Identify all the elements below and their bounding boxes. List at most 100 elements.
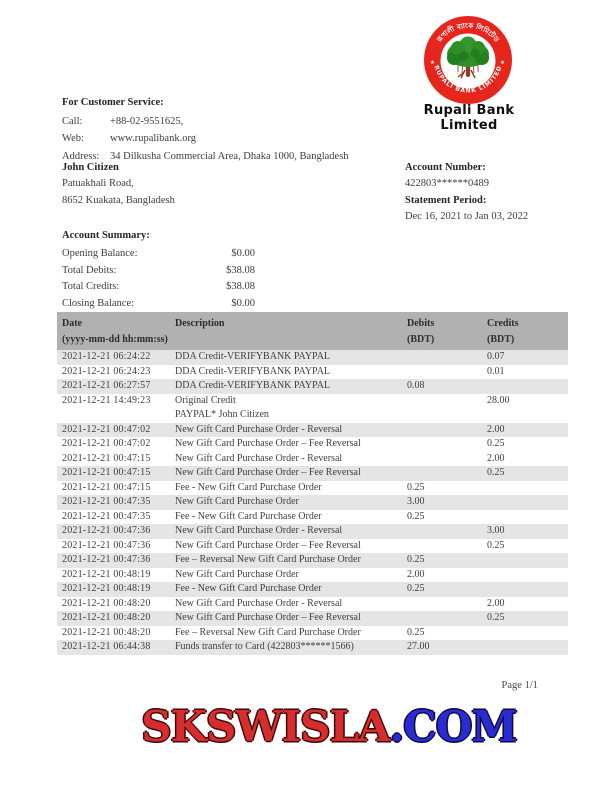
transaction-description: New Gift Card Purchase Order – Fee Rever…	[175, 438, 361, 449]
transaction-date: 2021-12-21 00:47:02	[62, 423, 151, 435]
customer-block: John Citizen Patuakhali Road, 8652 Kuaka…	[62, 160, 362, 209]
transaction-description: Funds transfer to Card (422803******1566…	[175, 641, 354, 652]
summary-row-closing: Closing Balance: $0.00	[62, 296, 255, 313]
transaction-description: New Gift Card Purchase Order - Reversal	[175, 452, 343, 464]
transaction-description: Fee – Reversal New Gift Card Purchase Or…	[175, 626, 361, 638]
transaction-date: 2021-12-21 00:47:35	[62, 510, 151, 522]
total-debits-value: $38.08	[226, 264, 255, 276]
transaction-debit: 0.25	[407, 583, 425, 594]
transaction-row: 2021-12-21 14:49:23 Original Credit PAYPA…	[57, 394, 568, 423]
transaction-credit: 0.25	[487, 612, 505, 623]
transaction-description: New Gift Card Purchase Order	[175, 568, 299, 580]
transaction-credit: 0.01	[487, 365, 505, 377]
transaction-debit: 3.00	[407, 496, 425, 507]
transaction-credit: 0.25	[487, 539, 505, 551]
transaction-row: 2021-12-21 00:48:19 Fee - New Gift Card …	[57, 582, 568, 597]
transaction-debit: 2.00	[407, 568, 425, 580]
transaction-date: 2021-12-21 00:47:36	[62, 539, 151, 551]
transaction-row: 2021-12-21 00:47:15 New Gift Card Purcha…	[57, 466, 568, 481]
watermark-red-text: SKSWISLA	[141, 702, 390, 751]
transactions-body: 2021-12-21 06:24:22 DDA Credit-VERIFYBAN…	[57, 350, 568, 655]
call-value: +88-02-9551625,	[110, 116, 184, 127]
address-value: 34 Dilkusha Commercial Area, Dhaka 1000,…	[110, 150, 349, 162]
transaction-debit	[407, 350, 487, 365]
date-column-header: Date (yyyy-mm-dd hh:mm:ss)	[62, 318, 168, 345]
transaction-row: 2021-12-21 00:47:36 New Gift Card Purcha…	[57, 524, 568, 539]
transaction-credit	[487, 582, 568, 597]
transaction-credit: 28.00	[487, 394, 510, 406]
transaction-row: 2021-12-21 00:47:15 New Gift Card Purcha…	[57, 452, 568, 467]
transaction-date: 2021-12-21 00:47:36	[62, 554, 151, 565]
transaction-debit	[407, 466, 487, 481]
transaction-description: New Gift Card Purchase Order – Fee Rever…	[175, 612, 361, 623]
account-number-value: 422803******0489	[405, 178, 489, 190]
contact-row-call: Call: +88-02-9551625,	[62, 113, 392, 130]
account-summary-heading: Account Summary:	[62, 230, 150, 241]
transaction-debit	[407, 611, 487, 626]
transaction-debit	[407, 365, 487, 380]
transaction-description: New Gift Card Purchase Order - Reversal	[175, 423, 343, 435]
watermark-blue-text: .COM	[389, 702, 518, 751]
transaction-debit: 0.08	[407, 380, 425, 391]
account-info-block: Account Number: 422803******0489 Stateme…	[405, 160, 595, 226]
transaction-row: 2021-12-21 00:47:36 Fee – Reversal New G…	[57, 553, 568, 568]
transaction-credit	[487, 626, 568, 641]
transaction-description: Original Credit PAYPAL* John Citizen	[175, 394, 269, 421]
transaction-row: 2021-12-21 00:48:20 New Gift Card Purcha…	[57, 611, 568, 626]
transaction-description: New Gift Card Purchase Order	[175, 496, 299, 507]
transaction-debit: 0.25	[407, 626, 425, 638]
transaction-description: DDA Credit-VERIFYBANK PAYPAL	[175, 351, 331, 362]
transaction-debit: 0.25	[407, 510, 425, 522]
closing-balance-label: Closing Balance:	[62, 297, 135, 309]
transaction-credit	[487, 379, 568, 394]
transaction-row: 2021-12-21 00:47:35 New Gift Card Purcha…	[57, 495, 568, 510]
customer-service-block: For Customer Service: Call: +88-02-95516…	[62, 95, 392, 165]
summary-row-opening: Opening Balance: $0.00	[62, 246, 255, 263]
opening-balance-label: Opening Balance:	[62, 248, 138, 259]
statement-period-value: Dec 16, 2021 to Jan 03, 2022	[405, 211, 529, 223]
summary-row-debits: Total Debits: $38.08	[62, 263, 255, 280]
transaction-debit	[407, 597, 487, 612]
transaction-debit	[407, 437, 487, 452]
transaction-date: 2021-12-21 00:47:15	[62, 467, 151, 478]
transaction-date: 2021-12-21 00:47:35	[62, 496, 151, 507]
transaction-row: 2021-12-21 00:47:35 Fee - New Gift Card …	[57, 510, 568, 525]
contact-row-web: Web: www.rupalibank.org	[62, 130, 392, 147]
transaction-credit	[487, 568, 568, 583]
transaction-date: 2021-12-21 00:48:19	[62, 583, 151, 594]
total-credits-label: Total Credits:	[62, 281, 120, 293]
transaction-credit	[487, 640, 568, 655]
transaction-date: 2021-12-21 06:44:38	[62, 641, 151, 652]
customer-address-line2: 8652 Kuakata, Bangladesh	[62, 194, 175, 206]
transaction-row: 2021-12-21 06:24:23 DDA Credit-VERIFYBAN…	[57, 365, 568, 380]
transaction-debit	[407, 423, 487, 438]
transaction-date: 2021-12-21 00:47:15	[62, 452, 151, 464]
bank-logo: রূপালী ব্যাংক লিমিটেড RUPALI BANK LIMITE…	[420, 12, 516, 108]
transaction-credit: 0.25	[487, 467, 505, 478]
transaction-description: Fee – Reversal New Gift Card Purchase Or…	[175, 554, 361, 565]
transaction-debit: 27.00	[407, 641, 430, 652]
transaction-debit	[407, 539, 487, 554]
statement-period-label: Statement Period:	[405, 194, 487, 206]
customer-name: John Citizen	[62, 162, 119, 173]
transaction-credit	[487, 495, 568, 510]
transaction-debit	[407, 394, 487, 423]
transaction-date: 2021-12-21 00:48:20	[62, 612, 151, 623]
transaction-row: 2021-12-21 00:48:19 New Gift Card Purcha…	[57, 568, 568, 583]
description-column-header: Description	[175, 318, 225, 329]
credits-column-header: Credits (BDT)	[487, 318, 519, 345]
closing-balance-value: $0.00	[231, 297, 255, 309]
transaction-row: 2021-12-21 06:44:38 Funds transfer to Ca…	[57, 640, 568, 655]
transaction-description: New Gift Card Purchase Order – Fee Rever…	[175, 467, 361, 478]
transaction-description: New Gift Card Purchase Order - Reversal	[175, 525, 343, 536]
transaction-row: 2021-12-21 00:48:20 Fee – Reversal New G…	[57, 626, 568, 641]
watermark: SKSWISLA.COM	[26, 704, 606, 750]
transaction-description: New Gift Card Purchase Order – Fee Rever…	[175, 539, 361, 551]
transaction-date: 2021-12-21 06:27:57	[62, 380, 151, 391]
web-value: www.rupalibank.org	[110, 133, 197, 145]
transaction-debit: 0.25	[407, 481, 425, 493]
transaction-description: Fee - New Gift Card Purchase Order	[175, 510, 322, 522]
logo-star-right-icon: ★	[500, 59, 505, 66]
transaction-row: 2021-12-21 00:47:02 New Gift Card Purcha…	[57, 422, 568, 438]
